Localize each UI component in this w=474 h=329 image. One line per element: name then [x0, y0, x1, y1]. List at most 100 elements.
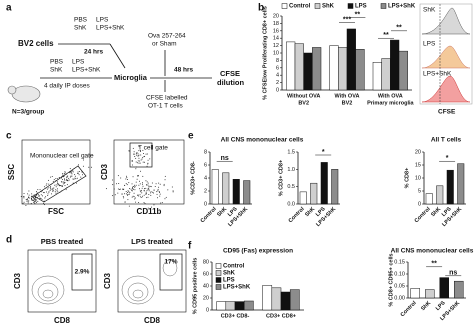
event-dot: [36, 192, 38, 194]
event-dot: [113, 188, 115, 190]
event-dot: [151, 206, 153, 208]
event-dot: [144, 155, 146, 157]
histogram-curve: [421, 45, 471, 69]
event-dot: [39, 198, 41, 200]
event-dot: [126, 175, 128, 177]
bar: [346, 28, 356, 91]
event-dot: [144, 203, 146, 205]
event-dot: [147, 182, 149, 184]
event-dot: [142, 149, 144, 151]
event-dot: [55, 192, 57, 194]
event-dot: [114, 194, 116, 196]
y-tick-label: 0.15: [394, 259, 405, 265]
event-dot: [78, 164, 80, 166]
event-dot: [62, 181, 64, 183]
event-dot: [147, 196, 149, 198]
y-tick-label: 0.0: [287, 201, 295, 207]
event-dot: [139, 183, 141, 185]
event-dot: [47, 195, 49, 197]
chart-title: All CNS mononuclear cells: [221, 137, 304, 144]
event-dot: [57, 178, 59, 180]
event-dot: [135, 168, 137, 170]
bar: [299, 191, 307, 205]
bar: [398, 50, 408, 91]
event-dot: [139, 188, 141, 190]
event-dot: [35, 191, 37, 193]
event-dot: [35, 195, 37, 197]
event-dot: [131, 183, 133, 185]
event-dot: [58, 184, 60, 186]
event-dot: [47, 193, 49, 195]
event-dot: [68, 177, 70, 179]
y-tick-label: 0.00: [394, 295, 405, 301]
y-tick-label: 12: [273, 43, 279, 49]
event-dot: [105, 188, 107, 190]
panel-label: b: [258, 3, 264, 14]
x-tick-label: ShK: [420, 300, 432, 312]
y-axis-label: % CD95 positive cells: [192, 258, 198, 315]
y-tick-label: 0: [206, 307, 209, 313]
event-dot: [63, 173, 65, 175]
event-dot: [156, 191, 158, 193]
event-dot: [44, 197, 46, 199]
y-axis-label: % CD8+: [404, 168, 410, 189]
event-dot: [82, 165, 84, 167]
event-dot: [31, 195, 33, 197]
event-dot: [65, 179, 67, 181]
chart-title: CD95 (Fas) expression: [223, 248, 293, 255]
annotation: ns: [221, 155, 229, 162]
treatment: LPS+ShK: [72, 67, 101, 74]
event-dot: [122, 196, 124, 198]
event-dot: [35, 199, 37, 201]
event-dot: [49, 190, 51, 192]
event-dot: [34, 194, 36, 196]
event-dot: [146, 184, 148, 186]
event-dot: [60, 181, 62, 183]
bar: [243, 300, 254, 311]
event-dot: [51, 176, 53, 178]
event-dot: [64, 179, 66, 181]
event-dot: [153, 189, 155, 191]
event-dot: [141, 187, 143, 189]
event-dot: [134, 198, 136, 200]
event-dot: [152, 191, 154, 193]
event-dot: [148, 186, 150, 188]
event-dot: [164, 175, 166, 177]
event-dot: [37, 189, 39, 191]
histogram-label: ShK: [423, 7, 436, 14]
event-dot: [139, 190, 141, 192]
event-dot: [77, 172, 79, 174]
event-dot: [147, 188, 149, 190]
event-dot: [30, 203, 32, 205]
legend-swatch: [215, 263, 222, 269]
event-dot: [66, 176, 68, 178]
event-dot: [56, 188, 58, 190]
event-dot: [64, 174, 66, 176]
legend-label: Control: [223, 264, 245, 270]
event-dot: [61, 190, 63, 192]
event-dot: [131, 190, 133, 192]
event-dot: [125, 183, 127, 185]
y-tick-label: 60: [203, 271, 209, 277]
event-dot: [124, 184, 126, 186]
legend-swatch: [281, 3, 288, 9]
event-dot: [41, 195, 43, 197]
event-dot: [146, 181, 148, 183]
event-dot: [37, 200, 39, 202]
readout-label: CFSE: [220, 69, 240, 78]
event-dot: [23, 197, 25, 199]
y-tick-label: 1.5: [287, 149, 295, 155]
x-tick-label: Control: [200, 206, 218, 224]
event-dot: [28, 200, 30, 202]
event-dot: [68, 179, 70, 181]
event-dot: [50, 183, 52, 185]
axis-label: CD3: [100, 163, 109, 180]
event-dot: [91, 166, 93, 168]
event-dot: [28, 190, 30, 192]
event-dot: [125, 178, 127, 180]
bar: [355, 49, 365, 91]
x-tick-sublabel: Primary microglia: [367, 100, 414, 106]
event-dot: [157, 188, 159, 190]
event-dot: [158, 191, 160, 193]
event-dot: [80, 176, 82, 178]
